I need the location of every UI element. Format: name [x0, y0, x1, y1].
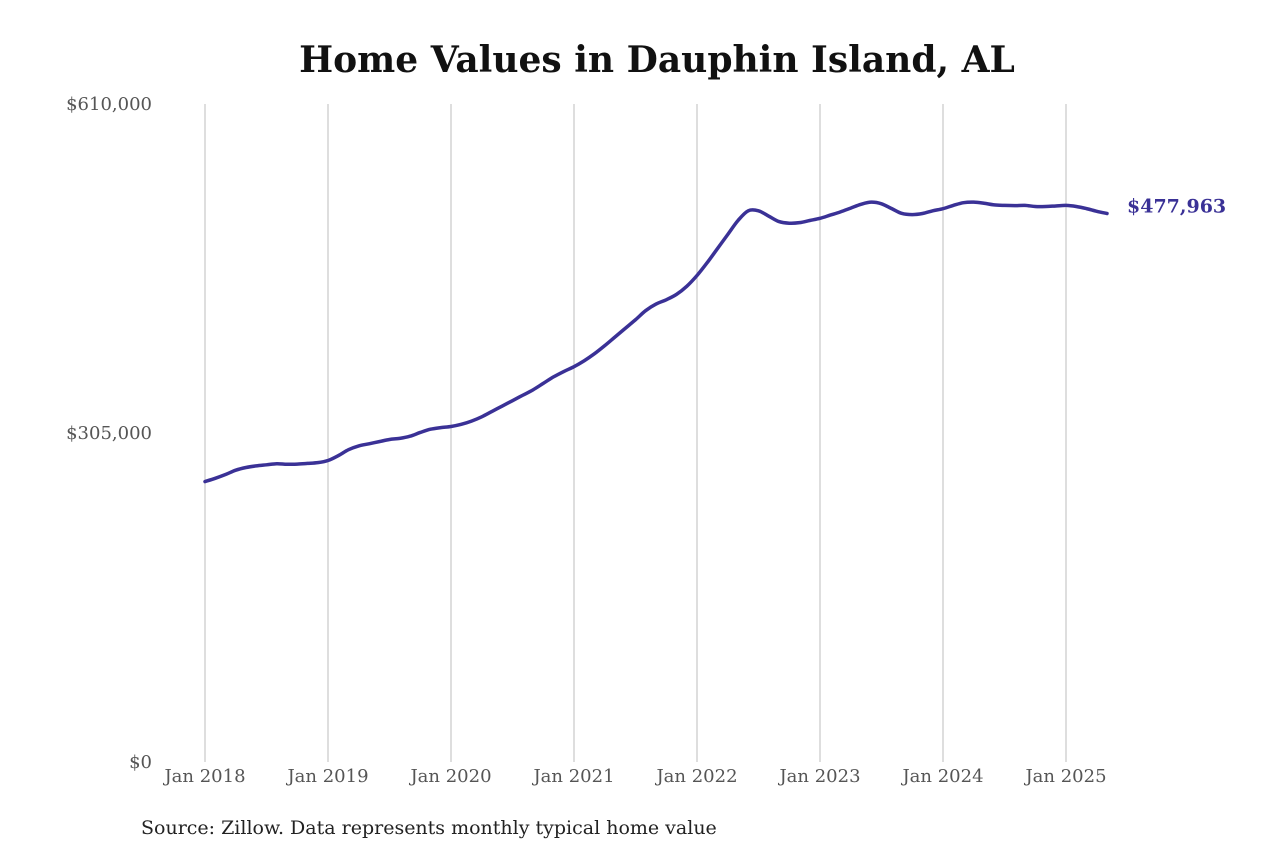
x-tick-label: Jan 2024 [900, 766, 983, 787]
series-line [203, 200, 1109, 484]
series-layer: $477,963 [203, 195, 1226, 484]
x-tick-label: Jan 2023 [777, 766, 860, 787]
source-note: Source: Zillow. Data represents monthly … [141, 817, 717, 839]
x-axis-tick-labels: Jan 2018 Jan 2019 Jan 2020 Jan 2021 Jan 2022… [162, 766, 1106, 787]
x-tick-label: Jan 2020 [408, 766, 491, 787]
x-tick-label: Jan 2025 [1023, 766, 1106, 787]
x-tick-label: Jan 2021 [531, 766, 614, 787]
chart-title: Home Values in Dauphin Island, AL [299, 39, 1015, 81]
series-end-value-label: $477,963 [1127, 195, 1226, 217]
x-tick-label: Jan 2018 [162, 766, 245, 787]
y-tick-label: $610,000 [66, 94, 152, 115]
vertical-gridlines [204, 104, 1067, 762]
x-tick-label: Jan 2022 [654, 766, 737, 787]
y-axis-tick-labels: $0 $305,000 $610,000 [66, 94, 152, 773]
x-tick-label: Jan 2019 [285, 766, 368, 787]
y-tick-label: $305,000 [66, 423, 152, 444]
y-tick-label: $0 [129, 752, 152, 773]
